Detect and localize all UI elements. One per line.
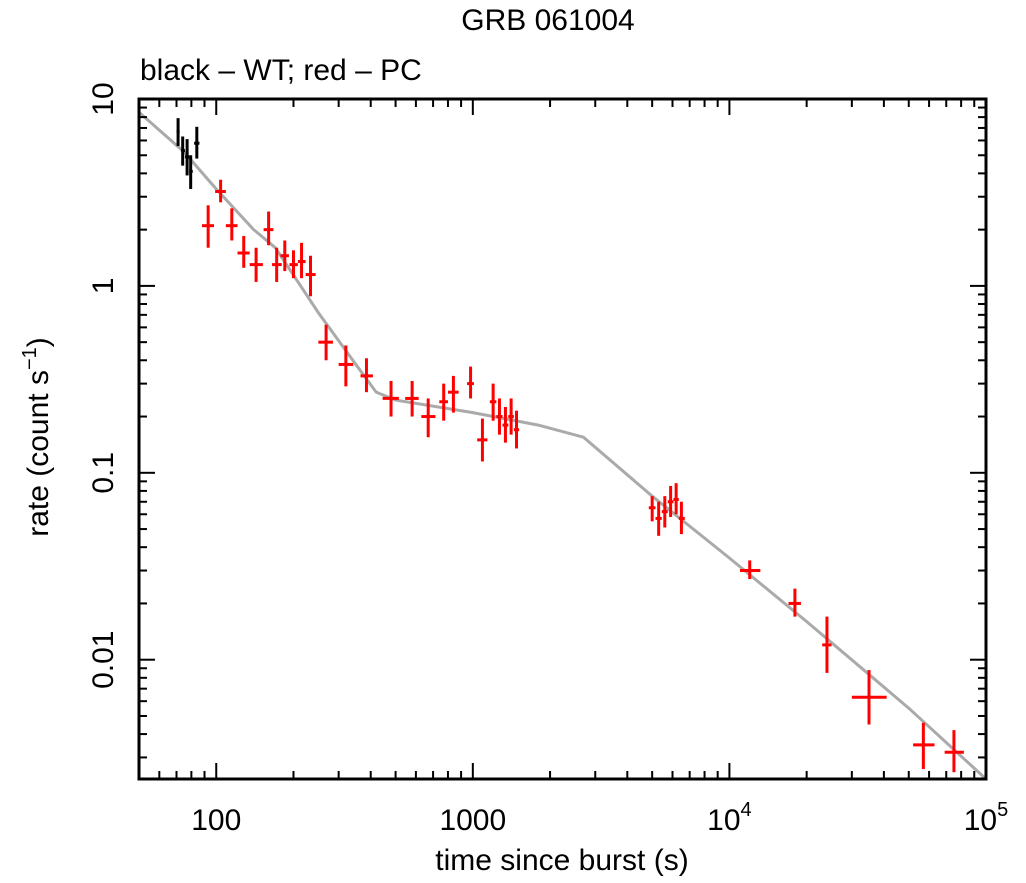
y-axis-label: rate (count s−1) xyxy=(19,337,55,537)
data-point xyxy=(318,324,333,361)
data-point xyxy=(280,240,289,272)
data-point xyxy=(788,588,801,617)
x-tick-label-exponent: 5 xyxy=(997,799,1008,821)
x-tick-label: 104 xyxy=(707,799,752,837)
data-point xyxy=(360,358,373,393)
series-wt xyxy=(176,118,200,189)
data-point xyxy=(447,375,459,413)
y-tick-label: 0.1 xyxy=(87,452,120,494)
x-axis-label: time since burst (s) xyxy=(435,844,688,877)
data-point xyxy=(655,501,662,536)
data-point xyxy=(467,366,474,399)
data-point xyxy=(405,380,419,417)
data-point xyxy=(913,722,935,770)
data-point xyxy=(176,118,180,147)
x-tick-label-exponent: 4 xyxy=(741,799,752,821)
y-axis-label-superscript: −1 xyxy=(19,347,41,370)
data-point xyxy=(305,255,316,297)
data-point xyxy=(225,208,238,241)
data-point xyxy=(421,398,436,438)
x-tick-label-base: 10 xyxy=(707,804,740,837)
data-point xyxy=(740,560,761,580)
data-point xyxy=(249,247,263,282)
data-point xyxy=(263,211,274,246)
x-tick-label: 100 xyxy=(191,804,241,837)
data-point xyxy=(338,345,354,387)
data-point xyxy=(508,398,514,435)
data-point xyxy=(272,247,282,282)
data-point xyxy=(851,670,887,725)
data-point xyxy=(189,155,193,189)
y-axis-label-main: rate (count s xyxy=(22,370,55,537)
data-point xyxy=(667,485,674,518)
chart-title: GRB 061004 xyxy=(461,4,634,37)
data-point xyxy=(513,410,520,449)
data-point xyxy=(194,126,200,159)
x-tick-label: 1000 xyxy=(439,804,506,837)
data-point xyxy=(822,616,832,673)
plot-frame xyxy=(137,97,988,781)
data-point xyxy=(944,730,964,773)
data-point xyxy=(215,179,226,203)
data-point xyxy=(673,483,679,515)
data-point xyxy=(496,398,503,435)
y-tick-label: 10 xyxy=(87,82,120,115)
series-pc xyxy=(201,179,964,773)
data-point xyxy=(661,496,668,528)
data-point xyxy=(477,418,488,462)
chart-subtitle: black – WT; red – PC xyxy=(140,54,422,87)
data-point xyxy=(489,383,497,421)
data-point xyxy=(678,501,685,535)
data-point xyxy=(439,383,448,421)
y-tick-label: 1 xyxy=(87,278,120,295)
model-curve-layer xyxy=(138,111,988,781)
data-point xyxy=(201,205,214,248)
data-point xyxy=(237,235,250,268)
data-points-layer xyxy=(176,118,964,773)
data-point xyxy=(502,406,509,443)
x-tick-label: 105 xyxy=(964,799,1009,837)
data-point xyxy=(181,136,185,166)
model-curve xyxy=(138,111,988,781)
data-point xyxy=(382,380,399,417)
y-tick-label: 0.01 xyxy=(87,631,120,689)
data-point xyxy=(184,139,190,176)
data-point xyxy=(297,242,306,279)
y-axis-label-close: ) xyxy=(22,337,55,347)
data-point xyxy=(648,496,656,522)
data-point xyxy=(289,250,298,279)
x-tick-label-base: 10 xyxy=(964,804,997,837)
